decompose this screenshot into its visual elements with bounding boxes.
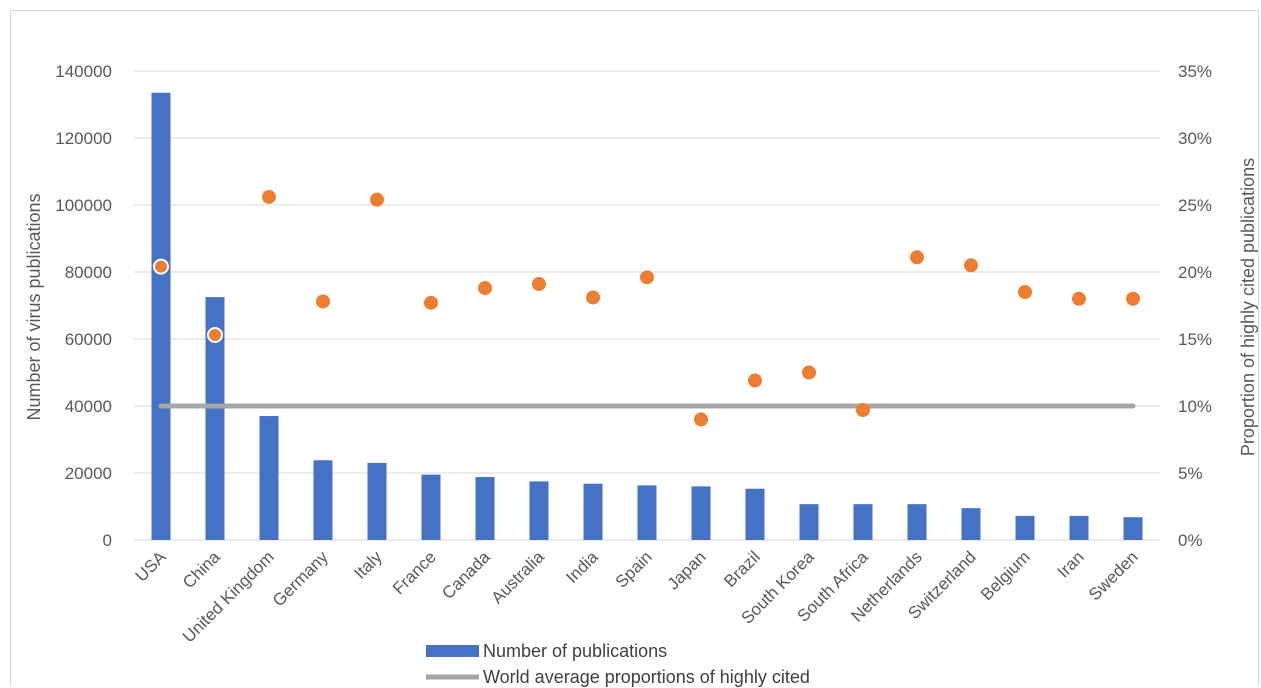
- data-point: [316, 294, 330, 309]
- x-tick-label: Japan: [664, 547, 710, 593]
- data-point: [424, 295, 438, 310]
- legend: Number of publications World average pro…: [426, 641, 810, 687]
- data-point: [640, 270, 654, 285]
- legend-swatch-bar: [426, 645, 479, 657]
- y2-tick-label: 35%: [1178, 62, 1212, 81]
- x-tick-label: Germany: [269, 547, 332, 610]
- x-tick-label: France: [389, 547, 440, 598]
- right-axis-title: Proportion of highly cited publications: [1238, 158, 1258, 456]
- bar: [799, 504, 819, 540]
- data-point: [964, 258, 978, 273]
- x-tick-label: Canada: [438, 547, 494, 603]
- y2-tick-label: 5%: [1178, 464, 1203, 483]
- x-tick-label: China: [179, 547, 224, 592]
- data-point: [207, 326, 223, 343]
- bar: [529, 481, 549, 540]
- y-tick-label: 60000: [65, 330, 112, 349]
- data-point: [586, 290, 600, 305]
- bar: [367, 462, 387, 540]
- data-point: [532, 277, 546, 292]
- left-axis-ticks: 0 20000 40000 60000 80000 100000 120000 140000: [55, 62, 112, 550]
- bar: [853, 504, 873, 540]
- x-tick-label: USA: [132, 547, 171, 586]
- x-tick-label: Belgium: [977, 547, 1034, 604]
- y2-tick-label: 15%: [1178, 330, 1212, 349]
- data-point: [153, 258, 169, 275]
- bar: [421, 474, 441, 540]
- data-point: [262, 189, 276, 204]
- y2-tick-label: 30%: [1178, 129, 1212, 148]
- y-tick-label: 100000: [55, 196, 112, 215]
- x-tick-label: Australia: [488, 547, 549, 608]
- bar: [691, 486, 711, 540]
- bar: [961, 508, 981, 540]
- gridlines: [134, 70, 1160, 541]
- bar: [583, 483, 603, 540]
- scatter-series: [153, 189, 1140, 427]
- y2-tick-label: 0%: [1178, 531, 1203, 550]
- left-axis-title: Number of virus publications: [24, 193, 44, 420]
- bar: [907, 504, 927, 540]
- chart-frame: [10, 10, 1259, 686]
- bar: [1015, 515, 1035, 540]
- y-tick-label: 20000: [65, 464, 112, 483]
- bar: [313, 460, 333, 540]
- bar-series: [151, 92, 1143, 541]
- y-tick-label: 140000: [55, 62, 112, 81]
- bar: [1123, 517, 1143, 540]
- y-tick-label: 0: [103, 531, 112, 550]
- y2-tick-label: 10%: [1178, 397, 1212, 416]
- data-point: [802, 365, 816, 380]
- data-point: [748, 373, 762, 388]
- data-point: [370, 192, 384, 207]
- data-point: [856, 403, 870, 418]
- legend-label-bar: Number of publications: [483, 641, 667, 661]
- x-tick-label: India: [562, 547, 602, 587]
- x-tick-label: Spain: [612, 547, 656, 591]
- data-point: [910, 250, 924, 265]
- x-tick-label: Brazil: [720, 547, 763, 590]
- x-tick-label: United Kingdom: [179, 547, 278, 646]
- bar: [475, 477, 495, 540]
- right-axis-ticks: 0% 5% 10% 15% 20% 25% 30% 35%: [1178, 62, 1212, 550]
- x-tick-label: Iran: [1054, 547, 1088, 581]
- x-tick-label: Sweden: [1085, 547, 1142, 604]
- bar: [745, 488, 765, 540]
- x-tick-label: Italy: [350, 547, 386, 583]
- data-point: [1072, 291, 1086, 306]
- legend-label-line: World average proportions of highly cite…: [483, 667, 810, 687]
- bar: [151, 92, 171, 541]
- y-tick-label: 80000: [65, 263, 112, 282]
- data-point: [1018, 285, 1032, 300]
- bar: [205, 297, 225, 540]
- y-tick-label: 120000: [55, 129, 112, 148]
- bar: [1069, 515, 1089, 540]
- bar: [259, 416, 279, 540]
- data-point: [478, 281, 492, 296]
- data-point: [694, 412, 708, 427]
- data-point: [1126, 291, 1140, 306]
- bar: [637, 485, 657, 540]
- y-tick-label: 40000: [65, 397, 112, 416]
- y2-tick-label: 25%: [1178, 196, 1212, 215]
- y2-tick-label: 20%: [1178, 263, 1212, 282]
